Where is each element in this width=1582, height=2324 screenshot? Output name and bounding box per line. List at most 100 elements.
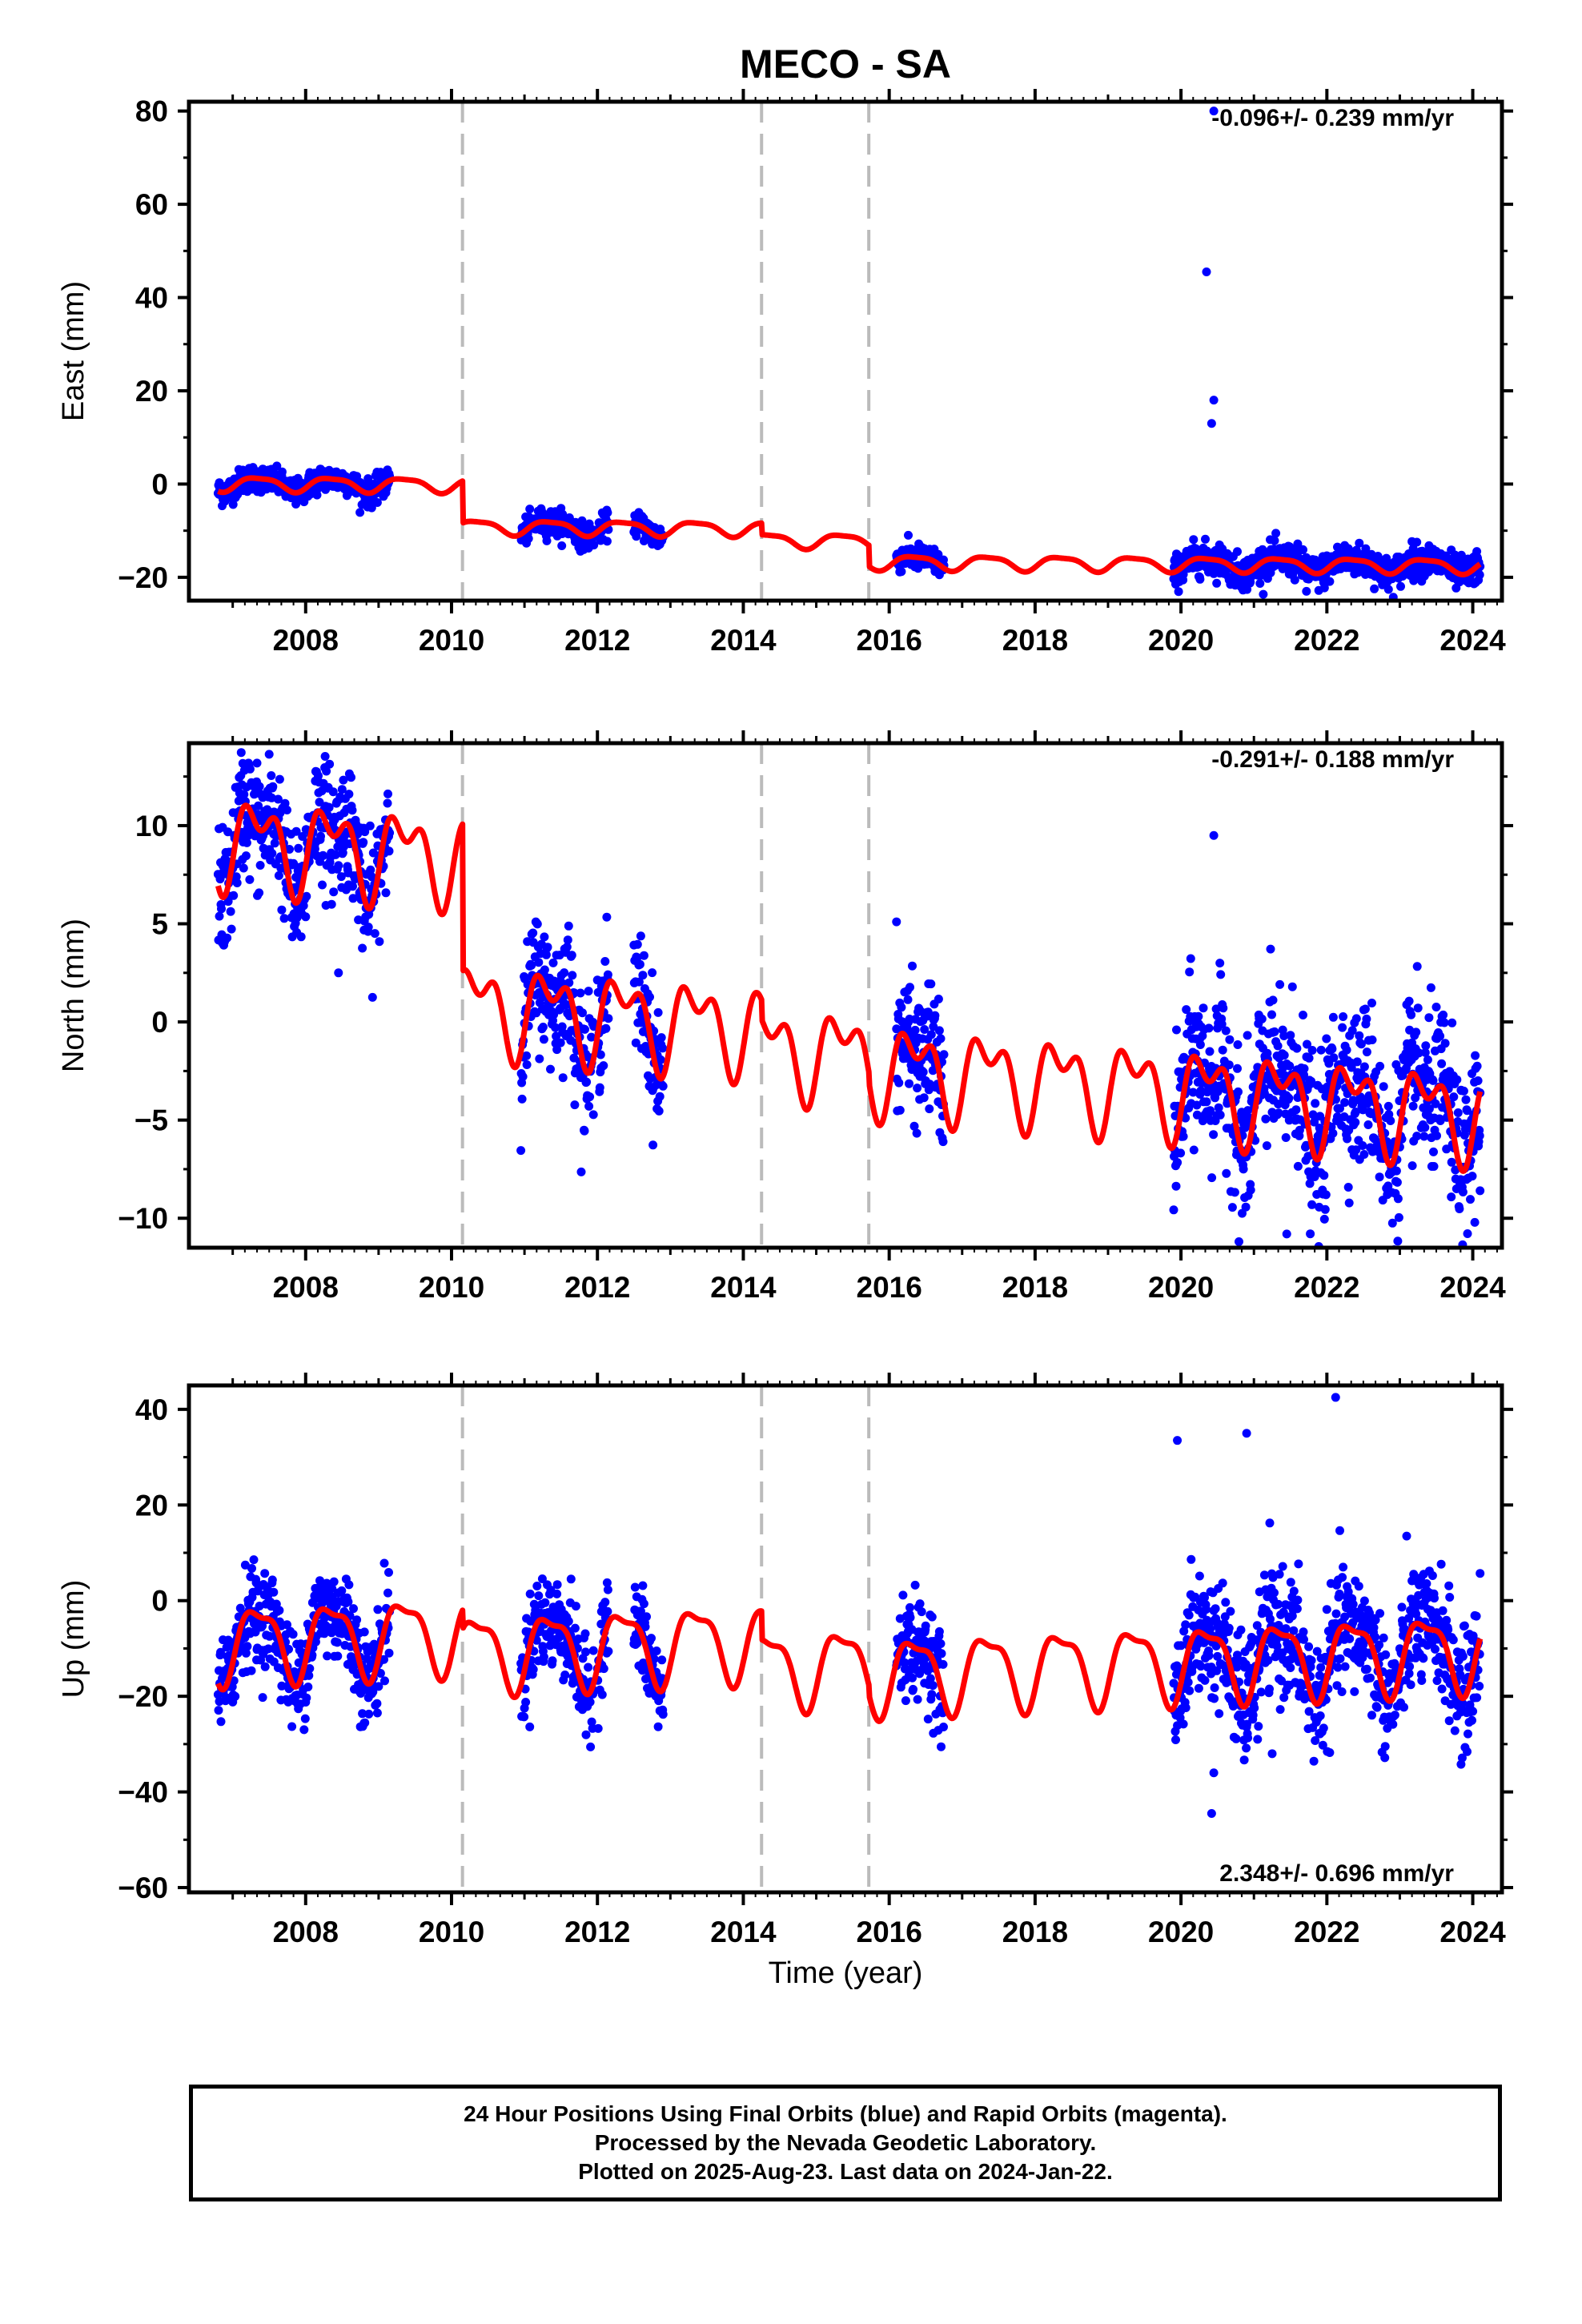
observation-point [1359,1150,1369,1159]
observation-point [1309,1756,1319,1766]
observation-point [1339,1562,1348,1572]
y-tick-label: −10 [118,1202,168,1235]
observation-point [522,1051,532,1060]
observation-point [925,1104,934,1114]
observation-point [1435,1031,1445,1041]
observation-point [264,750,274,759]
observation-point [1352,1057,1362,1067]
observation-point [1176,1148,1186,1158]
observation-point [1259,1570,1269,1580]
outlier-point [1476,1186,1485,1196]
observation-point [524,534,533,543]
observation-point [344,790,354,799]
observation-point [604,1014,613,1023]
observation-point [1391,1166,1401,1176]
observation-point [1185,967,1195,977]
observation-point [528,928,538,938]
observation-point [287,1722,297,1731]
observation-point [1321,1190,1331,1200]
chart-title: MECO - SA [740,42,951,86]
observation-point [552,1580,562,1590]
observation-point [318,880,327,890]
observation-point [1195,1040,1205,1049]
observation-point [1286,1578,1295,1587]
observation-point [243,1642,252,1651]
observation-point [1459,1086,1468,1096]
observation-point [223,897,233,907]
observation-point [1331,1609,1341,1618]
observation-point [1246,1185,1255,1195]
observation-point [1275,1570,1284,1579]
observation-point [564,978,574,987]
observation-point [1210,1694,1219,1703]
x-tick-label: 2018 [1002,1271,1068,1304]
observation-point [1270,536,1279,545]
observation-point [214,1706,223,1715]
observation-point [936,1034,946,1043]
observation-point [383,798,392,808]
outlier-point [1282,1229,1291,1239]
observation-point [359,1627,369,1637]
observation-point [275,774,284,784]
observation-point [556,1038,565,1047]
observation-point [1171,1735,1180,1744]
observation-point [329,1577,339,1586]
observation-point [525,1722,535,1731]
observation-point [1375,1061,1385,1071]
observation-point [1319,583,1329,593]
observation-point [380,1676,389,1686]
observation-point [1270,1027,1279,1036]
observation-point [581,1730,591,1739]
observation-point [542,536,552,545]
outlier-point [334,968,343,978]
observation-point [1335,1526,1344,1535]
observation-point [283,806,291,814]
observation-point [260,1662,270,1671]
observation-point [584,1101,594,1111]
outlier-point [1209,107,1219,116]
observation-point [1299,1063,1309,1073]
observation-point [634,977,644,987]
observation-point [1279,1051,1289,1060]
observation-point [898,1590,908,1600]
observation-point [358,943,367,953]
x-tick-label: 2018 [1002,624,1068,657]
observation-point [1345,1634,1355,1643]
x-tick-label: 2020 [1148,1271,1214,1304]
observation-point [639,951,648,960]
observation-point [229,891,239,900]
observation-point [239,790,249,799]
observation-point [1265,1518,1275,1528]
observation-point [291,826,301,836]
observation-point [1424,1013,1434,1023]
observation-point [905,1602,914,1612]
observation-point [930,1011,940,1020]
observation-point [923,1715,933,1724]
observation-point [1181,1620,1191,1630]
observation-point [228,500,238,509]
observation-point [1215,1709,1224,1719]
observation-point [1411,1027,1421,1037]
observation-point [339,775,348,785]
observation-point [909,1684,917,1694]
observation-point [1429,1147,1438,1156]
observation-point [269,1587,279,1597]
x-tick-label: 2010 [419,624,484,657]
observation-point [1294,1559,1303,1569]
observation-point [578,1008,587,1018]
observation-point [657,1655,667,1665]
velocity-label-north: -0.291+/- 0.188 mm/yr [1211,746,1454,773]
observation-point [1275,1705,1285,1715]
observation-point [1440,1039,1450,1048]
observation-point [333,1651,343,1661]
observation-point [223,933,232,943]
observation-point [366,865,375,875]
observation-point [632,939,642,949]
observation-point [595,1083,604,1092]
outlier-point [892,917,901,927]
observation-point [255,861,265,870]
observation-point [1207,1173,1217,1183]
observation-point [1325,577,1335,586]
observation-point [285,845,294,854]
